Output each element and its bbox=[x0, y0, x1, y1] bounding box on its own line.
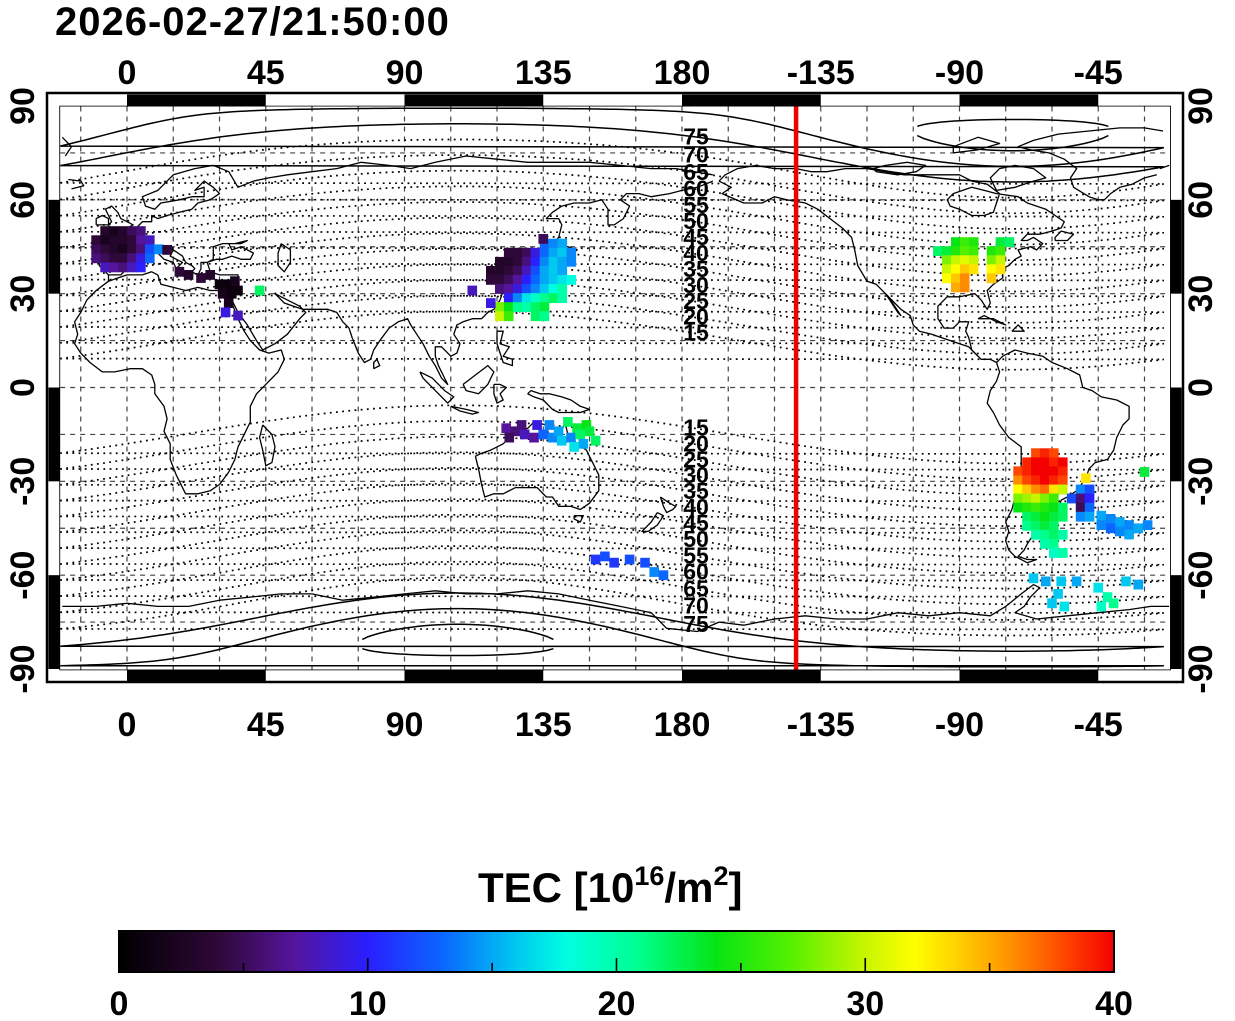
right-axis-tick-label: -60 bbox=[1182, 551, 1220, 600]
bottom-axis-tick-label: 45 bbox=[247, 706, 285, 744]
right-axis-tick-label: -30 bbox=[1182, 457, 1220, 506]
axis-labels: 0 45 90 135 180 -135 -90 -45 0 45 90 135 180 -135 -90 -… bbox=[4, 54, 1220, 744]
svg-text:35: 35 bbox=[683, 478, 709, 504]
timestamp-title: 2026-02-27/21:50:00 bbox=[55, 0, 450, 44]
svg-text:25: 25 bbox=[683, 446, 709, 472]
top-axis-tick-label: 180 bbox=[654, 54, 711, 92]
colorbar-tick-label: 10 bbox=[349, 985, 387, 1021]
svg-text:55: 55 bbox=[683, 192, 709, 218]
svg-text:65: 65 bbox=[683, 575, 709, 601]
svg-text:45: 45 bbox=[683, 510, 709, 536]
svg-text:50: 50 bbox=[683, 208, 709, 234]
svg-text:30: 30 bbox=[683, 272, 709, 298]
bottom-axis-tick-label: 180 bbox=[654, 706, 711, 744]
colorbar-title: TEC [1016/m2] bbox=[478, 861, 742, 911]
svg-text:20: 20 bbox=[683, 430, 709, 456]
top-axis-tick-label: 135 bbox=[515, 54, 572, 92]
right-axis-tick-label: 0 bbox=[1182, 378, 1220, 397]
svg-text:50: 50 bbox=[683, 526, 709, 552]
right-axis-tick-label: 90 bbox=[1182, 87, 1220, 125]
svg-text:60: 60 bbox=[683, 559, 709, 585]
bottom-axis-tick-label: 0 bbox=[118, 706, 137, 744]
svg-text:70: 70 bbox=[683, 142, 709, 168]
left-axis-tick-label: 30 bbox=[4, 275, 42, 313]
top-axis-tick-label: 90 bbox=[386, 54, 424, 92]
svg-text:55: 55 bbox=[683, 542, 709, 568]
top-axis-tick-label: -45 bbox=[1074, 54, 1123, 92]
left-axis-tick-label: -60 bbox=[4, 551, 42, 600]
svg-text:75: 75 bbox=[683, 123, 709, 149]
svg-text:35: 35 bbox=[683, 256, 709, 282]
svg-text:20: 20 bbox=[683, 304, 709, 330]
svg-text:25: 25 bbox=[683, 288, 709, 314]
left-axis-tick-label: 60 bbox=[4, 181, 42, 219]
svg-text:45: 45 bbox=[683, 224, 709, 250]
bottom-axis-tick-label: 135 bbox=[515, 706, 572, 744]
top-axis-tick-label: -135 bbox=[787, 54, 855, 92]
left-axis-tick-label: 0 bbox=[4, 378, 42, 397]
bottom-axis-tick-label: -45 bbox=[1074, 706, 1123, 744]
svg-text:15: 15 bbox=[683, 320, 709, 346]
left-axis-tick-label: -30 bbox=[4, 457, 42, 506]
tec-observation-cells bbox=[91, 226, 1153, 612]
colorbar-tick-label: 40 bbox=[1095, 985, 1133, 1021]
right-axis-tick-label: 30 bbox=[1182, 275, 1220, 313]
colorbar-tick-label: 0 bbox=[110, 985, 129, 1021]
svg-text:40: 40 bbox=[683, 494, 709, 520]
svg-text:70: 70 bbox=[683, 592, 709, 618]
bottom-axis-tick-label: 90 bbox=[386, 706, 424, 744]
svg-text:30: 30 bbox=[683, 462, 709, 488]
contour-labels: 1515202025253030353540404545505055556060… bbox=[683, 123, 709, 637]
left-axis-tick-label: 90 bbox=[4, 87, 42, 125]
top-axis-tick-label: 0 bbox=[118, 54, 137, 92]
right-axis-tick-label: 60 bbox=[1182, 181, 1220, 219]
map-content: 1515202025253030353540404545505055556060… bbox=[60, 106, 1171, 670]
right-axis-tick-label: -90 bbox=[1182, 644, 1220, 693]
svg-text:60: 60 bbox=[683, 175, 709, 201]
svg-text:15: 15 bbox=[683, 415, 709, 441]
tec-colorbar: 0 10 20 30 40 TEC [1016/m2] bbox=[110, 861, 1133, 1021]
bottom-axis-tick-label: -90 bbox=[935, 706, 984, 744]
svg-text:40: 40 bbox=[683, 240, 709, 266]
left-axis-tick-label: -90 bbox=[4, 644, 42, 693]
colorbar-tick-label: 30 bbox=[846, 985, 884, 1021]
top-axis-tick-label: -90 bbox=[935, 54, 984, 92]
top-axis-tick-label: 45 bbox=[247, 54, 285, 92]
svg-text:75: 75 bbox=[683, 611, 709, 637]
bottom-axis-tick-label: -135 bbox=[787, 706, 855, 744]
colorbar-tick-label: 20 bbox=[598, 985, 636, 1021]
